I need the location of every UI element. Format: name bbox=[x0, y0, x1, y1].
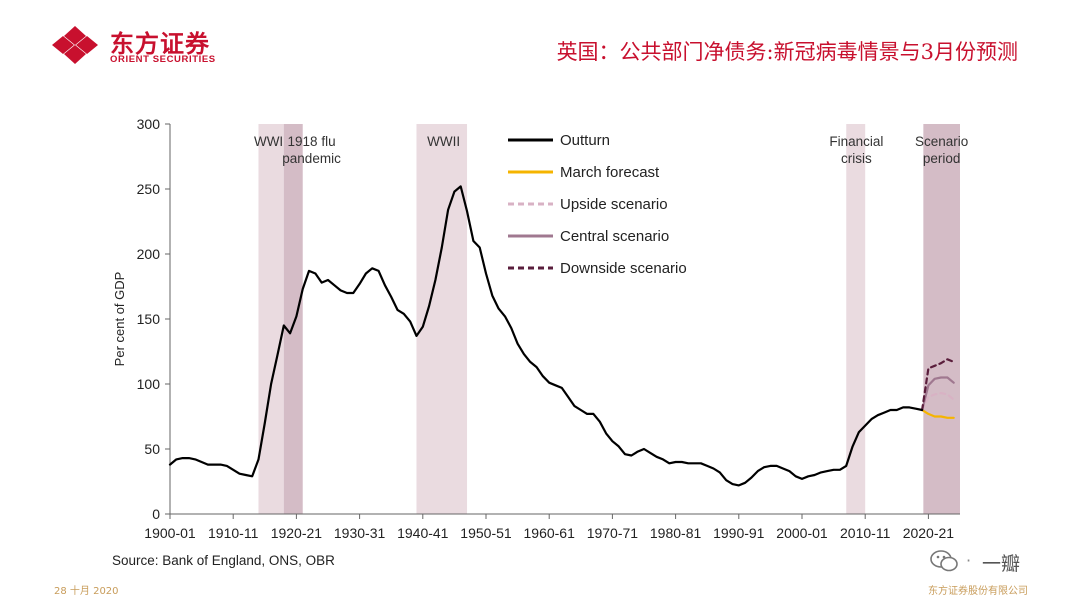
logo-diamond-icon bbox=[52, 26, 98, 64]
series-line-central-scenario bbox=[921, 376, 955, 412]
legend-label-1: March forecast bbox=[560, 164, 660, 181]
y-tick-label-250: 250 bbox=[137, 181, 161, 197]
wechat-watermark: · 一瓣 bbox=[930, 547, 1060, 577]
y-tick-label-300: 300 bbox=[137, 116, 161, 132]
x-tick-label-8: 1980-81 bbox=[650, 525, 702, 541]
watermark-text: 一瓣 bbox=[982, 553, 1021, 575]
legend-label-4: Downside scenario bbox=[560, 260, 687, 277]
period-label-1: 1918 flu pandemic bbox=[282, 134, 341, 166]
period-label-4: Scenario period bbox=[915, 134, 968, 166]
y-tick-label-50: 50 bbox=[144, 441, 160, 457]
shaded-period-1 bbox=[283, 124, 303, 514]
x-tick-label-12: 2020-21 bbox=[903, 525, 955, 541]
x-tick-label-4: 1940-41 bbox=[397, 525, 449, 541]
period-label-0: WWI bbox=[254, 134, 283, 149]
slide-title: 英国：公共部门净债务:新冠病毒情景与3月份预测 bbox=[556, 40, 1018, 64]
series-line-upside-scenario bbox=[921, 392, 955, 412]
x-tick-label-0: 1900-01 bbox=[144, 525, 196, 541]
x-tick-label-3: 1930-31 bbox=[334, 525, 386, 541]
legend-label-3: Central scenario bbox=[560, 228, 669, 245]
legend-label-2: Upside scenario bbox=[560, 196, 668, 213]
x-tick-label-9: 1990-91 bbox=[713, 525, 765, 541]
shaded-period-4 bbox=[923, 124, 960, 514]
x-tick-label-10: 2000-01 bbox=[776, 525, 828, 541]
period-label-2: WWII bbox=[427, 134, 460, 149]
x-tick-label-11: 2010-11 bbox=[840, 525, 891, 541]
shaded-period-3 bbox=[846, 124, 866, 514]
footer-company: 东方证券股份有限公司 bbox=[928, 586, 1028, 597]
y-tick-label-200: 200 bbox=[137, 246, 161, 262]
shaded-period-0 bbox=[258, 124, 284, 514]
y-tick-label-0: 0 bbox=[152, 506, 160, 522]
logo-chinese-name: 东方证券 bbox=[110, 30, 210, 58]
logo-english-name: ORIENT SECURITIES bbox=[110, 54, 216, 65]
y-tick-label-150: 150 bbox=[137, 311, 161, 327]
x-tick-label-1: 1910-11 bbox=[208, 525, 259, 541]
watermark-dot: · bbox=[966, 551, 972, 570]
y-axis-label: Per cent of GDP bbox=[112, 272, 127, 367]
series-line-march-forecast bbox=[921, 408, 955, 419]
chart-source: Source: Bank of England, ONS, OBR bbox=[112, 553, 335, 568]
y-tick-label-100: 100 bbox=[137, 376, 161, 392]
series-line-downside-scenario bbox=[921, 358, 955, 412]
legend-label-0: Outturn bbox=[560, 132, 610, 149]
x-tick-label-7: 1970-71 bbox=[587, 525, 639, 541]
company-logo: 东方证券 ORIENT SECURITIES bbox=[52, 24, 252, 68]
x-tick-label-6: 1960-61 bbox=[524, 525, 576, 541]
footer-date: 28 十月 2020 bbox=[54, 586, 119, 597]
series-line-outturn bbox=[168, 185, 924, 487]
x-tick-label-2: 1920-21 bbox=[271, 525, 323, 541]
wechat-icon bbox=[930, 550, 958, 572]
x-tick-label-5: 1950-51 bbox=[460, 525, 512, 541]
period-label-3: Financial crisis bbox=[829, 134, 883, 166]
